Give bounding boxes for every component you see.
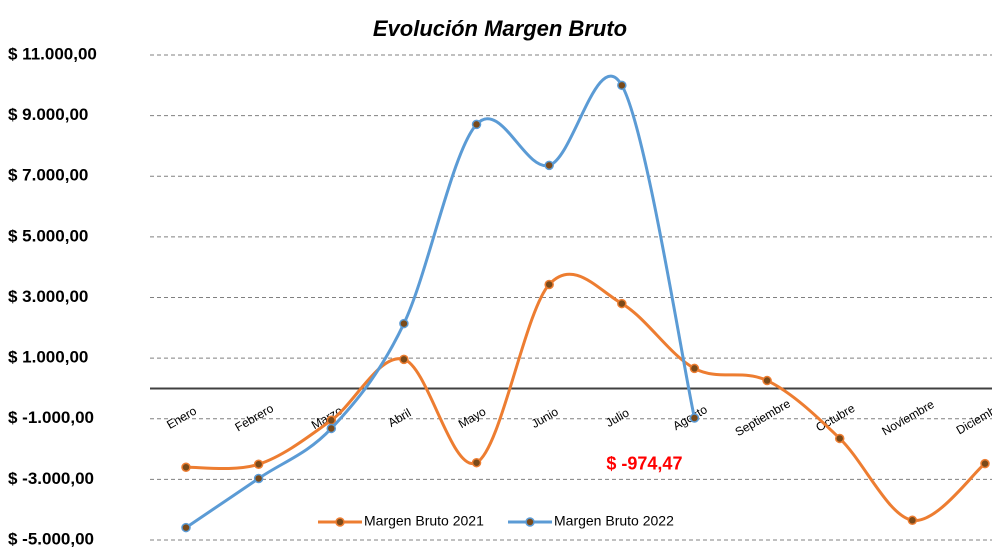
data-point [907, 515, 918, 526]
x-tick-label: Mayo [456, 404, 489, 431]
data-point [181, 522, 191, 533]
y-tick-label: $ 1.000,00 [8, 348, 88, 367]
y-tick-label: $ -3.000,00 [8, 469, 94, 488]
x-tick-label: Junio [529, 404, 561, 431]
x-tick-label: Noviembre [879, 397, 937, 438]
data-point [834, 433, 845, 444]
data-point [617, 80, 627, 91]
legend-item: Margen Bruto 2021 [318, 513, 484, 529]
legend-label: Margen Bruto 2021 [364, 513, 484, 529]
chart-title: Evolución Margen Bruto [373, 16, 627, 41]
x-tick-label: Octubre [813, 401, 857, 435]
x-tick-label: Julio [603, 405, 632, 430]
data-point [181, 462, 191, 472]
x-tick-label: Septiembre [733, 396, 793, 439]
legend-item: Margen Bruto 2022 [508, 513, 674, 529]
data-point [399, 354, 409, 365]
data-point [253, 473, 264, 484]
data-point [689, 363, 700, 374]
data-point [399, 318, 409, 329]
legend-marker [525, 517, 535, 527]
y-tick-label: $ 7.000,00 [8, 166, 88, 185]
data-point [617, 298, 627, 309]
data-point [326, 415, 337, 426]
series-line [185, 272, 986, 522]
data-point [253, 459, 264, 469]
data-label: $ -974,47 [606, 454, 682, 474]
data-point [689, 413, 700, 423]
data-point [980, 458, 990, 469]
x-tick-label: Enero [164, 403, 199, 431]
y-tick-label: $ -1.000,00 [8, 408, 94, 427]
x-tick-label: Diciembre [954, 398, 992, 437]
y-tick-label: $ 3.000,00 [8, 287, 88, 306]
data-point [544, 279, 554, 290]
data-point [471, 119, 482, 130]
data-point [471, 457, 482, 468]
legend-marker [335, 517, 345, 527]
data-point [762, 375, 772, 386]
x-tick-label: Febrero [233, 401, 277, 434]
data-point [326, 423, 337, 434]
y-tick-label: $ 5.000,00 [8, 226, 88, 245]
legend-label: Margen Bruto 2022 [554, 513, 674, 529]
y-tick-label: $ 11.000,00 [8, 44, 97, 63]
y-tick-label: $ -5.000,00 [8, 529, 94, 548]
y-tick-label: $ 9.000,00 [8, 105, 88, 124]
x-tick-label: Abril [386, 406, 414, 430]
data-point [544, 160, 554, 171]
series-line [185, 74, 696, 529]
